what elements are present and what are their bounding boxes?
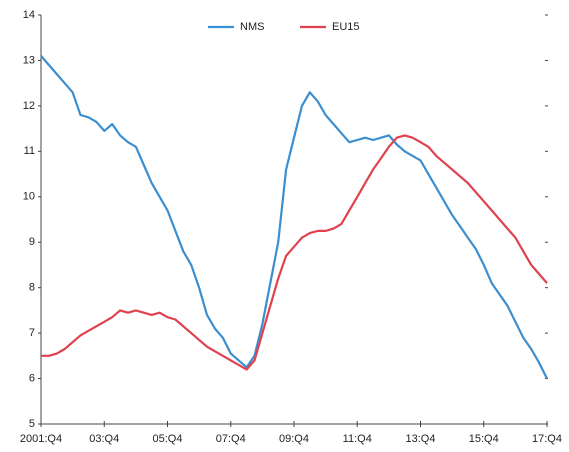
x-tick-label: 09:Q4: [279, 433, 309, 445]
x-tick-label: 11:Q4: [343, 433, 372, 445]
x-tick-label: 13:Q4: [406, 433, 436, 445]
x-tick-label: 05:Q4: [153, 433, 183, 445]
x-tick-label: 2001:Q4: [20, 433, 62, 445]
y-tick-label: 9: [29, 236, 35, 248]
x-tick-label: 07:Q4: [216, 433, 246, 445]
x-tick-label: 17:Q4: [532, 433, 562, 445]
series-line: [41, 134, 548, 371]
x-tick-label: 03:Q4: [89, 433, 119, 445]
x-tick-label: 15:Q4: [469, 433, 499, 445]
y-tick-label: 12: [23, 100, 35, 112]
legend-label: EU15: [332, 21, 360, 33]
y-tick-label: 11: [24, 145, 35, 157]
series-line: [40, 55, 548, 380]
y-tick-label: 6: [29, 372, 35, 384]
y-tick-label: 5: [29, 418, 35, 430]
y-tick-label: 14: [23, 9, 35, 21]
y-tick-label: 7: [29, 327, 35, 339]
y-tick-label: 10: [23, 191, 35, 203]
legend-label: NMS: [240, 21, 264, 33]
y-tick-label: 8: [29, 282, 35, 294]
y-tick-label: 13: [23, 54, 35, 66]
